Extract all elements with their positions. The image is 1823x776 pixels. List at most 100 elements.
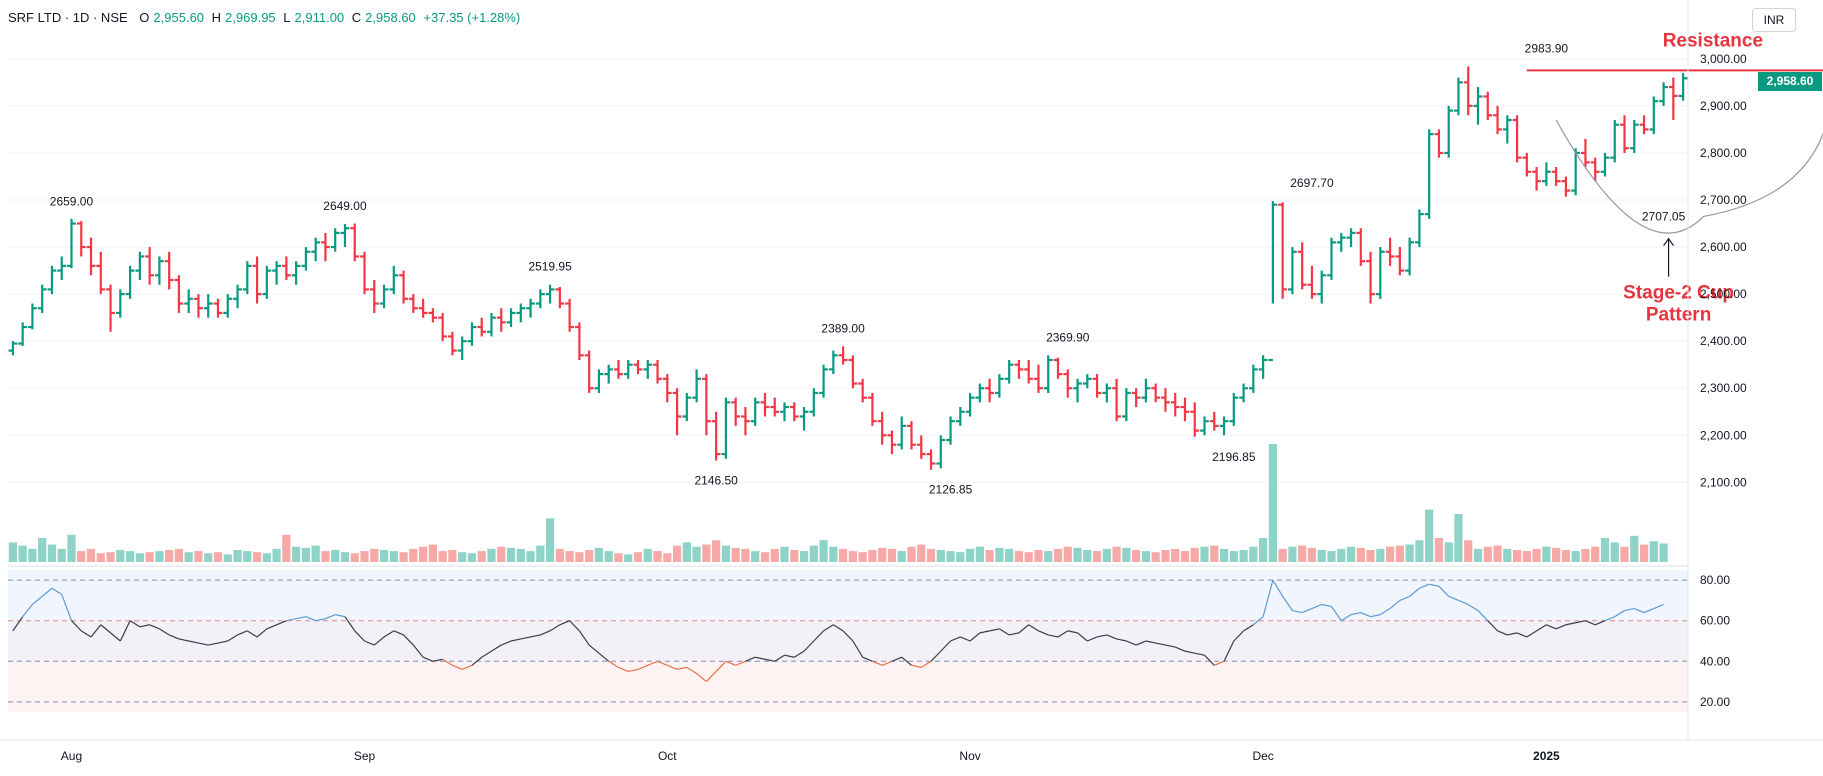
price-axis-tick: 2,600.00: [1700, 240, 1747, 254]
rsi-segment: [686, 666, 697, 674]
cup-label-line1: Stage-2 Cup: [1623, 283, 1734, 304]
rsi-axis-tick: 20.00: [1700, 695, 1730, 709]
rsi-segment: [901, 656, 912, 666]
volume-bar: [1581, 548, 1590, 562]
rsi-segment: [198, 642, 209, 646]
ohlc-bar: [594, 369, 604, 393]
ohlc-bar: [1014, 360, 1024, 379]
ohlc-bar: [1112, 378, 1121, 422]
rsi-middle-zone: [8, 620, 1688, 662]
rsi-segment: [188, 640, 199, 644]
rsi-segment: [1380, 608, 1391, 616]
volume-bar: [1522, 551, 1531, 562]
rsi-segment: [705, 671, 717, 682]
ohlc-bar: [1502, 115, 1512, 144]
volume-bar: [1346, 546, 1356, 562]
ohlc-bar: [1424, 129, 1434, 219]
rsi-segment: [1301, 607, 1313, 614]
ohlc-bar: [1239, 383, 1248, 403]
volume-bar: [1385, 546, 1395, 562]
rsi-segment: [1009, 632, 1020, 636]
volume-bar: [1249, 546, 1258, 562]
volume-bar: [751, 551, 760, 562]
price-label: 2389.00: [821, 321, 865, 335]
ohlc-bar: [1581, 138, 1590, 168]
volume-bar: [1444, 542, 1453, 562]
rsi-segment: [852, 640, 864, 658]
volume-bar: [1639, 544, 1649, 562]
volume-bar: [174, 548, 184, 562]
ohlc-bar: [96, 251, 106, 295]
price-axis-tick: 3,000.00: [1700, 52, 1747, 66]
rsi-segment: [510, 638, 521, 642]
ohlc-bar: [155, 256, 164, 285]
ohlc-bar: [868, 392, 877, 426]
rsi-lower-zone: [8, 661, 1688, 712]
resistance-label: Resistance: [1663, 30, 1763, 51]
volume-bar: [438, 551, 447, 562]
time-axis-label: Sep: [354, 749, 376, 763]
ohlc-bar: [1473, 87, 1483, 125]
ohlc-bar: [848, 355, 858, 389]
rsi-segment: [657, 660, 668, 666]
volume-bar: [399, 552, 408, 562]
ohlc-bar: [1600, 152, 1610, 177]
ohlc-bar: [955, 407, 965, 426]
rsi-segment: [139, 624, 150, 628]
rsi-segment: [1321, 603, 1332, 608]
ohlc-bar: [604, 364, 614, 384]
volume-bar: [1600, 538, 1610, 562]
ohlc-bar: [1541, 162, 1551, 186]
rsi-panel: [8, 579, 1688, 703]
volume-bar: [1356, 547, 1365, 562]
ohlc-bar: [262, 265, 272, 299]
ohlc-bar: [184, 289, 194, 313]
volume-bar: [1630, 535, 1639, 562]
ohlc-bar: [1034, 364, 1043, 393]
rsi-segment: [237, 630, 248, 636]
volume-bar: [213, 552, 223, 562]
rsi-segment: [1536, 624, 1547, 632]
ohlc-bar: [711, 411, 721, 461]
rsi-segment: [1311, 603, 1322, 610]
ohlc-bar: [86, 237, 96, 276]
currency-button[interactable]: INR: [1752, 8, 1796, 32]
rsi-segment: [920, 660, 932, 668]
ohlc-bar: [145, 247, 155, 285]
price-label: 2983.90: [1525, 41, 1569, 55]
rsi-segment: [862, 656, 873, 662]
volume-bar: [1219, 548, 1229, 562]
ohlc-bar: [1590, 157, 1600, 182]
ohlc-bar: [1610, 120, 1620, 163]
volume-bar: [1024, 552, 1033, 562]
rsi-segment: [1194, 652, 1205, 656]
volume-bar: [1063, 546, 1072, 562]
price-axis-tick: 2,800.00: [1700, 146, 1747, 160]
ohlc-bar: [1668, 77, 1678, 120]
rsi-segment: [335, 614, 346, 618]
ohlc-bar: [1151, 383, 1161, 403]
rsi-segment: [412, 644, 424, 658]
ohlc-bar: [1180, 397, 1190, 422]
rsi-segment: [1594, 620, 1606, 626]
symbol-name[interactable]: SRF LTD · 1D · NSE: [8, 10, 128, 25]
volume-bar: [575, 552, 584, 562]
volume-bar: [1005, 548, 1014, 562]
ohlc-bar: [1385, 237, 1395, 266]
ohlc-bar: [106, 284, 115, 332]
ohlc-bar: [457, 336, 467, 360]
ohlc-bar: [213, 298, 223, 318]
rsi-segment: [696, 672, 707, 683]
rsi-axis-tick: 60.00: [1700, 614, 1730, 628]
volume-bar: [1141, 551, 1151, 562]
rsi-segment: [1643, 607, 1655, 614]
ohlc-bar: [448, 331, 457, 356]
volume-bar: [135, 553, 144, 562]
rsi-segment: [1399, 595, 1410, 601]
rsi-segment: [1389, 599, 1401, 610]
ohlc-bar: [340, 224, 350, 248]
volume-bar: [1180, 551, 1190, 562]
volume-bar: [1278, 548, 1287, 562]
rsi-segment: [1429, 583, 1440, 587]
